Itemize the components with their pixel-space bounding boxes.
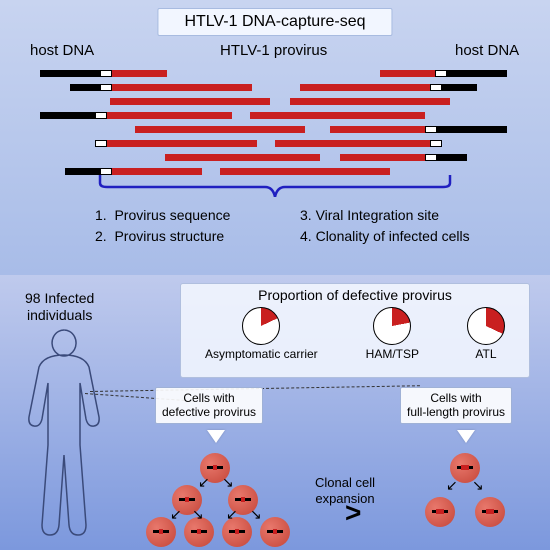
expansion-arrow-icon: ↘ xyxy=(472,477,484,494)
bottom-panel: 98 Infectedindividuals Proportion of def… xyxy=(0,275,550,550)
expansion-arrow-icon: ↙ xyxy=(198,474,210,491)
outputs-col1: 1. Provirus sequence 2. Provirus structu… xyxy=(95,205,230,247)
proportion-title: Proportion of defective provirus xyxy=(181,287,529,303)
arrow-down-icon xyxy=(207,430,225,443)
expansion-arrow-icon: ↘ xyxy=(250,506,262,523)
defective-box: Cells withdefective provirus xyxy=(155,387,263,424)
reads-diagram xyxy=(40,70,510,180)
label-provirus: HTLV-1 provirus xyxy=(220,42,327,59)
expansion-arrow-icon: ↙ xyxy=(170,506,182,523)
label-host-right: host DNA xyxy=(455,42,519,59)
title-box: HTLV-1 DNA-capture-seq xyxy=(157,8,392,36)
full-box: Cells withfull-length provirus xyxy=(400,387,512,424)
human-icon xyxy=(14,325,114,540)
outputs-col2: 3. Viral Integration site 4. Clonality o… xyxy=(300,205,470,247)
infected-label: 98 Infectedindividuals xyxy=(25,290,94,324)
expansion-arrow-icon: ↘ xyxy=(222,474,234,491)
cell-icon xyxy=(425,497,455,527)
pie-item: Asymptomatic carrier xyxy=(205,307,318,361)
cell-icon xyxy=(260,517,290,547)
pie-item: HAM/TSP xyxy=(366,307,419,361)
output-4: 4. Clonality of infected cells xyxy=(300,226,470,247)
arrow-down-icon xyxy=(457,430,475,443)
expansion-arrow-icon: ↘ xyxy=(192,506,204,523)
pie-item: ATL xyxy=(467,307,505,361)
label-host-left: host DNA xyxy=(30,42,94,59)
top-panel: HTLV-1 DNA-capture-seq host DNA HTLV-1 p… xyxy=(0,0,550,275)
proportion-box: Proportion of defective provirus Asympto… xyxy=(180,283,530,378)
expansion-arrow-icon: ↙ xyxy=(446,477,458,494)
pie-row: Asymptomatic carrier HAM/TSP ATL xyxy=(181,307,529,361)
bracket-icon xyxy=(95,175,455,197)
greater-than-icon: > xyxy=(345,497,361,529)
output-1: 1. Provirus sequence xyxy=(95,205,230,226)
output-3: 3. Viral Integration site xyxy=(300,205,470,226)
output-2: 2. Provirus structure xyxy=(95,226,230,247)
expansion-arrow-icon: ↙ xyxy=(226,506,238,523)
infographic-root: HTLV-1 DNA-capture-seq host DNA HTLV-1 p… xyxy=(0,0,550,550)
cell-icon xyxy=(475,497,505,527)
